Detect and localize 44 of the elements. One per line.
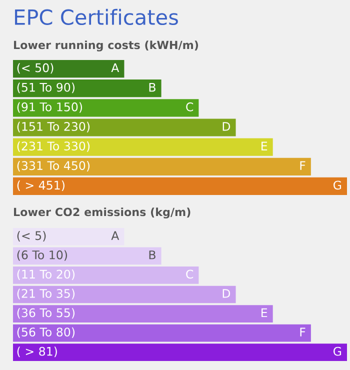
y-tick-label: ( > 451)	[17, 180, 64, 192]
bar	[13, 286, 236, 304]
annotation: E	[262, 142, 268, 150]
bar	[13, 138, 273, 156]
annotation: D	[222, 122, 230, 131]
chart-title: EPC Certificates	[15, 8, 178, 26]
bar	[13, 247, 162, 265]
annotation: F	[300, 328, 306, 336]
bar	[13, 305, 273, 322]
annotation: G	[334, 180, 342, 190]
bar	[13, 344, 347, 362]
annotation: B	[149, 250, 156, 260]
y-tick-label: ( > 81)	[17, 346, 57, 358]
y-tick-label: (331 To 450)	[17, 160, 90, 172]
y-tick-label: (< 50)	[17, 63, 54, 74]
bar	[13, 266, 199, 284]
bar	[13, 158, 311, 176]
y-tick-label: (51 To 90)	[17, 82, 75, 94]
bar	[13, 118, 236, 136]
y-tick-label: (56 To 80)	[17, 327, 75, 338]
y-tick-label: (21 To 35)	[17, 288, 75, 300]
annotation: B	[149, 83, 156, 92]
y-tick-label: (36 To 55)	[17, 308, 75, 319]
bar	[13, 324, 311, 342]
annotation: A	[111, 231, 120, 240]
y-tick-label: (91 To 150)	[17, 102, 82, 113]
annotation: A	[111, 63, 120, 72]
annotation: G	[334, 346, 342, 356]
y-tick-label: (6 To 10)	[17, 250, 68, 261]
bar	[13, 177, 347, 196]
bar	[13, 60, 124, 78]
chart-title: Lower CO2 emissions (kg/m)	[14, 208, 190, 218]
annotation: E	[262, 308, 268, 318]
annotation: C	[186, 270, 194, 279]
annotation: C	[186, 102, 194, 112]
y-tick-label: (11 To 20)	[17, 270, 75, 280]
chart-subtitle: Lower running costs (kWH/m)	[14, 40, 198, 52]
bar	[13, 80, 162, 98]
y-tick-label: (< 5)	[17, 230, 46, 242]
annotation: D	[222, 289, 230, 298]
y-tick-label: (231 To 330)	[17, 141, 90, 152]
bar	[13, 99, 199, 117]
y-tick-label: (151 To 230)	[17, 122, 90, 132]
annotation: F	[300, 161, 306, 170]
